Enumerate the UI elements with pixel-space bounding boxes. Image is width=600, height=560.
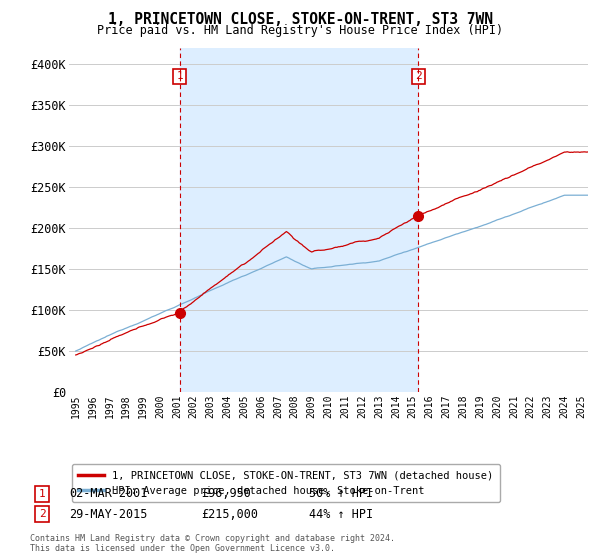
Text: 1: 1 xyxy=(176,71,183,81)
Text: 1: 1 xyxy=(38,489,46,499)
Text: 02-MAR-2001: 02-MAR-2001 xyxy=(69,487,148,501)
Bar xyxy=(179,48,418,392)
Text: 1, PRINCETOWN CLOSE, STOKE-ON-TRENT, ST3 7WN: 1, PRINCETOWN CLOSE, STOKE-ON-TRENT, ST3… xyxy=(107,12,493,27)
Text: 2: 2 xyxy=(415,71,422,81)
Text: Contains HM Land Registry data © Crown copyright and database right 2024.
This d: Contains HM Land Registry data © Crown c… xyxy=(30,534,395,553)
Text: £215,000: £215,000 xyxy=(201,507,258,521)
Text: Price paid vs. HM Land Registry's House Price Index (HPI): Price paid vs. HM Land Registry's House … xyxy=(97,24,503,37)
Text: £96,950: £96,950 xyxy=(201,487,251,501)
Legend: 1, PRINCETOWN CLOSE, STOKE-ON-TRENT, ST3 7WN (detached house), HPI: Average pric: 1, PRINCETOWN CLOSE, STOKE-ON-TRENT, ST3… xyxy=(71,464,500,502)
Text: 2: 2 xyxy=(38,509,46,519)
Text: 29-MAY-2015: 29-MAY-2015 xyxy=(69,507,148,521)
Text: 44% ↑ HPI: 44% ↑ HPI xyxy=(309,507,373,521)
Text: 50% ↑ HPI: 50% ↑ HPI xyxy=(309,487,373,501)
